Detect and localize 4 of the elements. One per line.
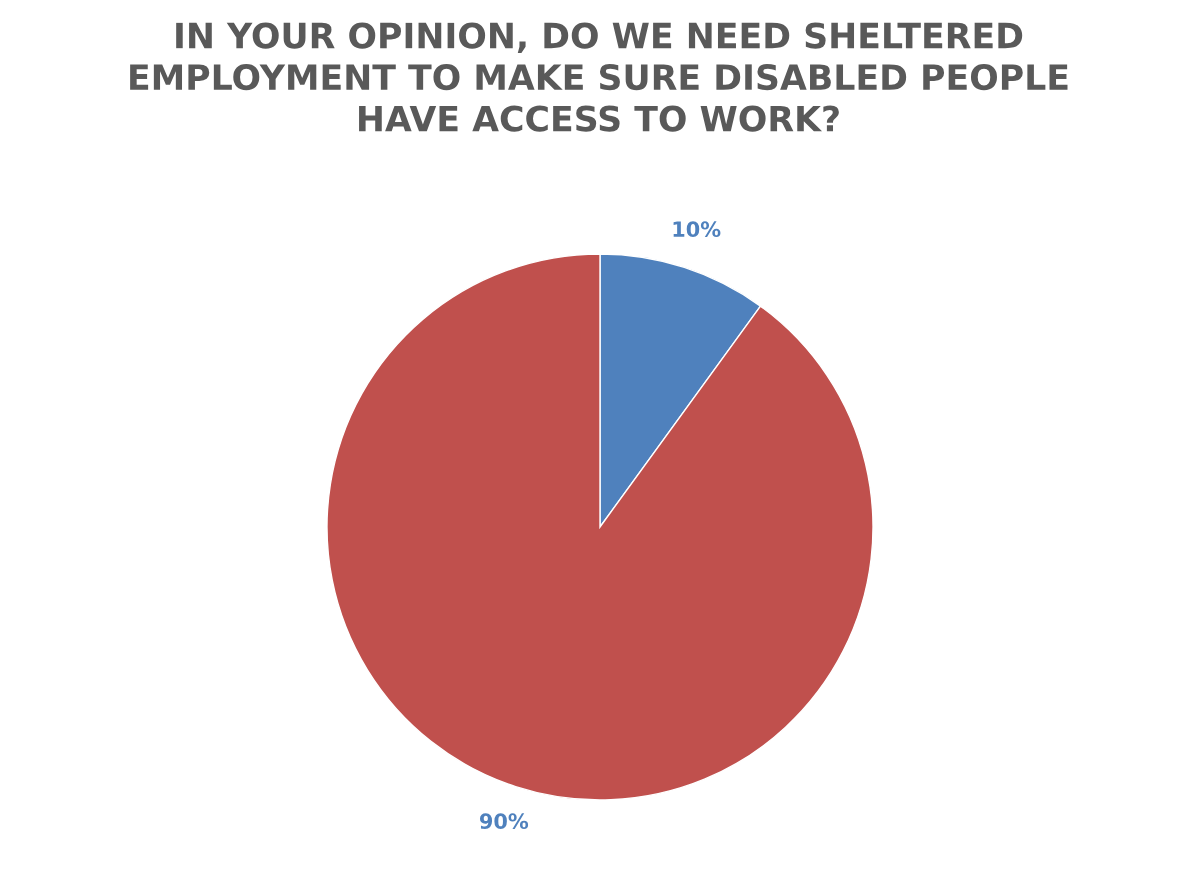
chart-title: IN YOUR OPINION, DO WE NEED SHELTERED EMPLOYMENT TO MAKE SURE DISABLED PEOPLE HAVE ACCESS TO WORK? (130, 22, 1068, 132)
data-label: 90% (479, 813, 529, 830)
data-label: 10% (673, 221, 721, 238)
pie-slice (326, 253, 874, 801)
